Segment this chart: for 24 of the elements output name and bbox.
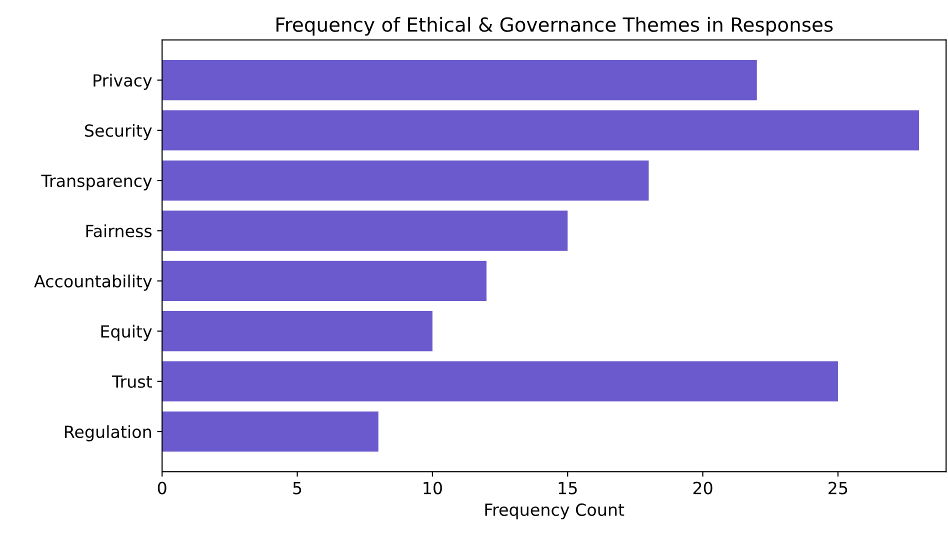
bar: [162, 311, 432, 352]
x-tick-label: 5: [293, 482, 302, 494]
bar: [162, 210, 568, 251]
chart-title: Frequency of Ethical & Governance Themes in Responses: [276, 16, 833, 36]
x-tick-label: 15: [558, 482, 577, 494]
bar: [162, 411, 378, 452]
bar: [162, 361, 838, 402]
bar: [162, 160, 649, 201]
y-tick-label: Security: [85, 124, 152, 140]
bar: [162, 110, 920, 150]
x-tick-label: 10: [424, 482, 442, 494]
bar: [162, 60, 757, 100]
y-tick-label: Trust: [112, 376, 152, 388]
y-tick-label: Regulation: [65, 425, 151, 442]
y-tick-label: Privacy: [94, 74, 152, 90]
x-tick-label: 20: [693, 482, 712, 494]
x-tick-label: 0: [158, 482, 166, 494]
y-tick-label: Fairness: [86, 224, 152, 238]
x-tick-label: 25: [828, 482, 848, 494]
bar: [162, 260, 487, 302]
y-tick-label: Accountability: [34, 274, 152, 291]
y-tick-label: Transparency: [41, 174, 152, 190]
x-axis-title: Frequency Count: [485, 503, 624, 520]
y-tick-label: Equity: [101, 324, 152, 341]
